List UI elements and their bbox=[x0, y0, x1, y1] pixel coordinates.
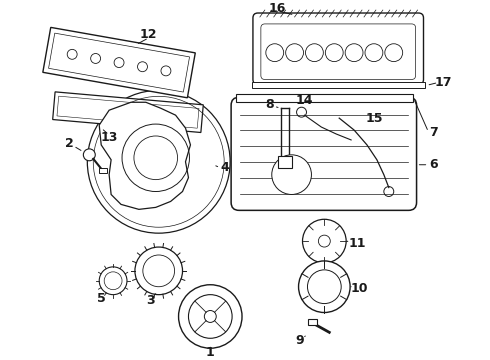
FancyBboxPatch shape bbox=[231, 97, 416, 210]
Text: 13: 13 bbox=[100, 131, 118, 144]
Polygon shape bbox=[43, 27, 196, 98]
Circle shape bbox=[345, 44, 363, 62]
Text: 10: 10 bbox=[350, 282, 368, 295]
Circle shape bbox=[67, 49, 77, 59]
Circle shape bbox=[272, 155, 312, 194]
Circle shape bbox=[83, 149, 95, 161]
Circle shape bbox=[365, 44, 383, 62]
Circle shape bbox=[302, 219, 346, 263]
Circle shape bbox=[385, 44, 403, 62]
Circle shape bbox=[91, 54, 100, 63]
Text: 14: 14 bbox=[296, 94, 313, 107]
Text: 17: 17 bbox=[435, 76, 452, 89]
Polygon shape bbox=[53, 92, 203, 132]
FancyBboxPatch shape bbox=[253, 13, 423, 84]
Text: 11: 11 bbox=[348, 237, 366, 249]
Bar bbox=[278, 156, 292, 168]
Circle shape bbox=[99, 267, 127, 294]
Circle shape bbox=[114, 58, 124, 68]
Circle shape bbox=[138, 62, 147, 72]
Text: 6: 6 bbox=[429, 158, 438, 171]
Bar bbox=[99, 168, 107, 173]
Text: 12: 12 bbox=[140, 28, 158, 41]
Circle shape bbox=[286, 44, 303, 62]
Text: 4: 4 bbox=[221, 161, 229, 174]
Circle shape bbox=[298, 261, 350, 312]
Circle shape bbox=[266, 44, 284, 62]
Polygon shape bbox=[99, 102, 191, 210]
Text: 5: 5 bbox=[97, 292, 105, 305]
Text: 8: 8 bbox=[266, 98, 274, 111]
Text: 16: 16 bbox=[269, 1, 287, 14]
Circle shape bbox=[87, 90, 230, 233]
Text: 3: 3 bbox=[147, 294, 155, 307]
Text: 9: 9 bbox=[295, 334, 304, 347]
Text: 2: 2 bbox=[65, 138, 74, 150]
Circle shape bbox=[325, 44, 343, 62]
Circle shape bbox=[135, 247, 182, 294]
Bar bbox=[252, 82, 425, 88]
Circle shape bbox=[178, 285, 242, 348]
Bar bbox=[309, 319, 318, 325]
Text: 7: 7 bbox=[429, 126, 438, 139]
Circle shape bbox=[161, 66, 171, 76]
Text: 1: 1 bbox=[206, 346, 215, 359]
Text: 15: 15 bbox=[365, 112, 383, 125]
Circle shape bbox=[305, 44, 323, 62]
Bar bbox=[236, 94, 413, 102]
